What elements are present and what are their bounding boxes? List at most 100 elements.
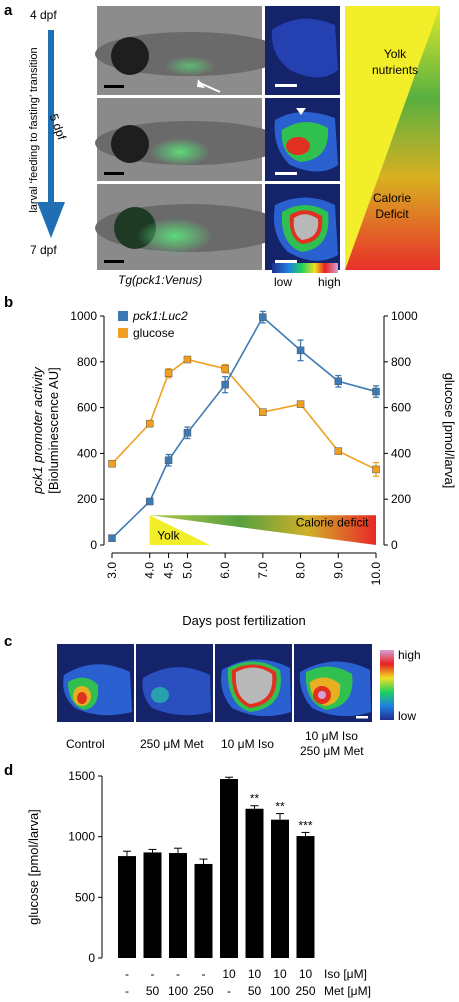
d-met-value: 50 <box>248 984 262 998</box>
heatmap-image-5dpf <box>265 98 340 181</box>
b-x-tick-label: 8.0 <box>294 562 308 579</box>
condition-iso: 10 μM Iso <box>221 737 274 751</box>
heatmap-met <box>136 644 213 722</box>
panel-a-label: a <box>4 2 13 19</box>
d-bar <box>118 856 136 958</box>
panel-b-label: b <box>4 294 14 311</box>
b-right-tick-label: 400 <box>391 446 411 460</box>
c-scale-low: low <box>398 709 417 723</box>
b-point-1 <box>296 400 305 408</box>
b-point-1 <box>108 459 116 468</box>
d-iso-row-label: Iso [μM] <box>324 967 367 981</box>
heat-scale-bar <box>272 263 338 273</box>
d-iso-value: 10 <box>222 967 236 981</box>
b-x-tick-label: 6.0 <box>218 562 232 579</box>
b-point-1 <box>183 355 192 364</box>
heatmap-control <box>57 644 134 722</box>
d-iso-value: - <box>202 967 206 981</box>
b-point-1 <box>259 408 267 416</box>
d-iso-value: - <box>176 967 180 981</box>
d-significance: *** <box>298 818 312 832</box>
b-right-tick-label: 800 <box>391 355 411 369</box>
yolk-nutrients-label: Yolk nutrients <box>372 46 418 78</box>
heat-scale-low: low <box>274 275 293 289</box>
b-point-0 <box>221 380 229 389</box>
condition-iso-met-line2: 250 μM Met <box>300 744 364 758</box>
b-point-1 <box>145 419 154 428</box>
condition-iso-met-line1: 10 μM Iso <box>305 729 358 743</box>
pck1-glucose-line-chart: 0 0 200 200 400 400 600 600 800 800 1000 1000 3.0 4.0… <box>30 309 457 628</box>
b-point-0 <box>259 313 267 321</box>
b-legend-label: glucose <box>133 326 175 340</box>
transition-label: larval ‘feeding to fasting’ transition <box>28 47 40 213</box>
d-met-value: 100 <box>270 984 290 998</box>
scale-bar <box>356 716 368 719</box>
d-iso-value: 10 <box>299 967 313 981</box>
d-y-tick-label: 0 <box>88 951 95 965</box>
stage-4dpf-label: 4 dpf <box>30 8 57 22</box>
transition-label-wrap: larval ‘feeding to fasting’ transition <box>24 42 40 222</box>
d-met-value: 50 <box>146 984 160 998</box>
b-legend-swatch <box>118 328 128 338</box>
b-right-tick-label: 200 <box>391 492 411 506</box>
b-left-tick-label: 0 <box>90 538 97 552</box>
c-scale-high: high <box>398 648 421 662</box>
b-point-1 <box>334 447 343 455</box>
b-x-axis-label: Days post fertilization <box>182 613 306 628</box>
d-bar <box>220 779 238 958</box>
vertical-heat-scale <box>380 650 394 720</box>
d-bar <box>169 853 187 958</box>
heat-scale-high: high <box>318 275 341 289</box>
b-point-0 <box>145 497 154 506</box>
panel-d-label: d <box>4 762 14 779</box>
b-legend-label: pck1:Luc2 <box>132 309 188 323</box>
b-x-tick-label: 10.0 <box>369 562 383 586</box>
d-significance: ** <box>275 800 285 814</box>
b-point-0 <box>296 346 305 355</box>
panel-c-label: c <box>4 633 13 650</box>
nutrient-triangles <box>345 6 440 270</box>
b-point-0 <box>108 534 116 542</box>
d-bar <box>194 863 213 958</box>
b-point-0 <box>372 387 380 396</box>
larva-image-5dpf <box>95 98 285 181</box>
b-deficit-band <box>149 515 376 545</box>
d-met-row-label: Met [μM] <box>324 984 371 998</box>
d-bar <box>271 819 289 958</box>
d-bar <box>296 836 315 958</box>
b-yolk-band <box>149 515 211 545</box>
d-met-value: 250 <box>295 984 315 998</box>
heatmap-iso-met <box>294 644 372 722</box>
b-yolk-band-label: Yolk <box>157 528 180 542</box>
b-point-1 <box>372 465 380 474</box>
b-x-tick-label: 7.0 <box>256 562 270 579</box>
yolk-label-line1: Yolk <box>383 47 407 61</box>
d-met-value: - <box>227 984 231 998</box>
b-legend-swatch <box>118 311 128 321</box>
b-left-tick-label: 200 <box>77 492 97 506</box>
larva-image-4dpf <box>95 6 285 95</box>
b-right-tick-label: 600 <box>391 401 411 415</box>
b-x-tick-label: 4.5 <box>162 562 176 579</box>
d-y-axis-label: glucose [pmol/larva] <box>26 809 41 925</box>
b-left-axis-label-2: [Bioluminescence AU] <box>46 367 61 493</box>
b-point-1 <box>164 369 173 377</box>
yolk-label-line2: nutrients <box>372 63 419 77</box>
b-point-1 <box>221 364 229 373</box>
stage-7dpf-label: 7 dpf <box>30 243 57 257</box>
b-left-tick-label: 400 <box>77 446 97 460</box>
d-bar <box>143 852 162 958</box>
d-met-value: - <box>125 984 129 998</box>
b-x-tick-label: 4.0 <box>143 562 157 579</box>
b-right-tick-label: 0 <box>391 538 398 552</box>
timeline-arrow <box>37 30 65 238</box>
d-met-value: 100 <box>168 984 188 998</box>
b-left-tick-label: 800 <box>77 355 97 369</box>
deficit-label-line1: Calorie <box>373 191 412 205</box>
d-y-tick-label: 1000 <box>68 830 95 844</box>
b-left-tick-label: 1000 <box>70 309 97 323</box>
b-left-axis-label-1: pck1 promoter activity <box>30 366 45 495</box>
d-bar <box>245 808 264 958</box>
stage-5dpf-wrap: 5 dpf <box>46 104 69 164</box>
